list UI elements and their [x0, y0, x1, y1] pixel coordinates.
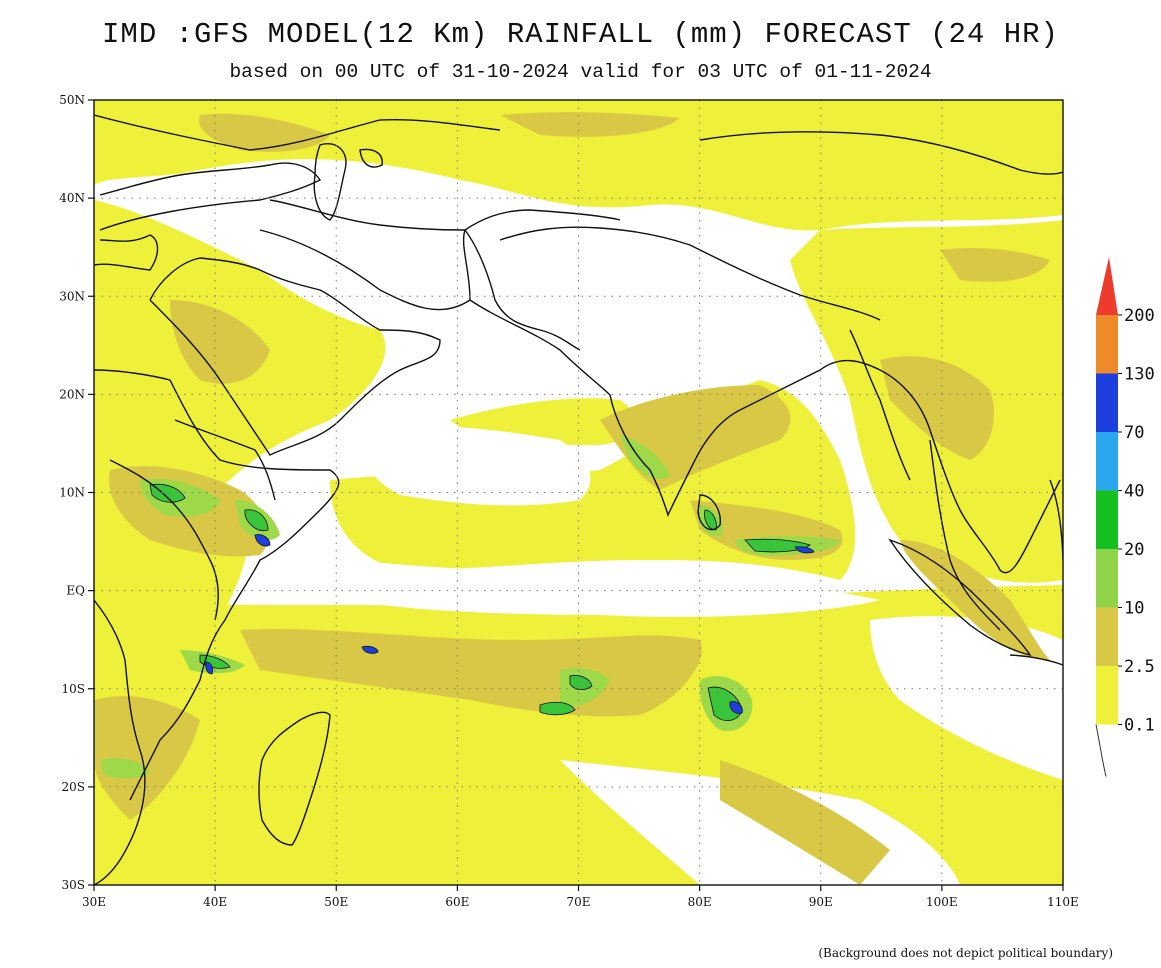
legend-swatch: [1096, 607, 1118, 666]
rain-area-ocean-band-20b: [539, 701, 576, 716]
rain-area-africa-coast-70: [205, 661, 214, 675]
lon-tick-label: 90E: [809, 895, 833, 909]
lon-tick-label: 30E: [82, 895, 106, 909]
lon-tick-label: 50E: [324, 895, 348, 909]
rain-area-southeast-band-2-5: [720, 760, 890, 885]
rain-area-bay-70: [794, 546, 815, 554]
rain-area-east-2-5: [880, 356, 994, 460]
legend-swatch: [1096, 432, 1118, 491]
map-subtitle: based on 00 UTC of 31-10-2024 valid for …: [229, 61, 932, 83]
legend-label: 2.5: [1124, 657, 1155, 677]
longitude-axis: 30E 40E 50E 60E 70E 80E 90E 100E 110E: [82, 885, 1079, 909]
boundary-afghanistan: [464, 229, 581, 351]
coastline-red-sea: [94, 369, 171, 381]
dry-area-southeast: [870, 616, 1063, 780]
lon-tick-label: 80E: [688, 895, 712, 909]
rainfall-legend: 200 130 70 40 20 10 2.5 0.1: [1095, 257, 1155, 777]
lon-tick-label: 40E: [203, 895, 227, 909]
rain-area-ethiopia-20: [149, 483, 186, 503]
legend-label: 0.1: [1124, 716, 1155, 736]
legend-label: 130: [1124, 365, 1155, 385]
legend-swatch: [1096, 666, 1118, 725]
legend-tail: [1095, 724, 1107, 777]
rain-area-indochina-2-5: [900, 540, 1050, 660]
boundary-myanmar: [849, 329, 911, 481]
map-title: IMD :GFS MODEL(12 Km) RAINFALL (mm) FORE…: [102, 18, 1059, 51]
lat-tick-label: EQ: [66, 584, 85, 598]
legend-swatch: [1096, 373, 1118, 432]
coastline-sumatra: [888, 538, 1032, 657]
coastline-india: [469, 299, 881, 517]
lon-tick-label: 110E: [1047, 895, 1079, 909]
rain-area-bay-20: [744, 538, 811, 553]
coastlines: [94, 114, 1063, 885]
rain-area-ne-2-5: [940, 248, 1050, 282]
lon-tick-label: 100E: [926, 895, 958, 909]
coastline-malay: [929, 439, 1001, 631]
coastline-madagascar: [258, 711, 331, 846]
legend-label: 20: [1124, 540, 1144, 560]
rain-area-southwest-2-5: [94, 696, 200, 820]
coastline-java: [1009, 654, 1063, 666]
rain-area-sri-lanka-20: [704, 509, 717, 531]
boundary-himalaya: [499, 226, 881, 321]
lon-tick-label: 60E: [445, 895, 469, 909]
legend-swatch: [1096, 549, 1118, 608]
rain-area-south-ocean-70: [729, 701, 743, 714]
lat-tick-label: 10N: [59, 486, 85, 500]
rain-area-ocean-band-20: [569, 675, 593, 690]
legend-swatch: [1096, 490, 1118, 549]
boundary-mongolia: [699, 131, 1063, 175]
latitude-axis: 50N 40N 30N 20N 10N EQ 10S 20S 30S: [59, 93, 94, 892]
coastline-arabia: [149, 257, 441, 456]
legend-arrow-top: [1096, 257, 1118, 315]
coastline-africa-south: [94, 599, 146, 885]
boundary-ethiopia: [174, 419, 276, 501]
legend-swatch: [1096, 315, 1118, 374]
lat-tick-label: 50N: [59, 93, 85, 107]
legend-label: 200: [1124, 306, 1155, 326]
rain-area-arabian-sea-70: [361, 645, 379, 654]
dry-area-arabian-sea: [359, 425, 591, 506]
rain-area-ethiopia-70: [254, 534, 271, 547]
coastline-caspian: [313, 143, 347, 221]
lat-tick-label: 30S: [62, 878, 86, 892]
coastline-iran: [259, 229, 471, 311]
rain-area-ethiopia-east-20: [244, 509, 269, 532]
coastline-horn-africa: [129, 379, 340, 801]
legend-label: 40: [1124, 482, 1144, 502]
coastline-mediterranean: [94, 234, 159, 271]
lat-tick-label: 30N: [59, 289, 85, 303]
footnote: (Background does not depict political bo…: [818, 946, 1113, 960]
rain-area-india-10: [620, 435, 670, 480]
lat-tick-label: 10S: [62, 682, 86, 696]
lat-tick-label: 20N: [59, 387, 85, 401]
legend-label: 10: [1124, 599, 1144, 619]
lat-tick-label: 20S: [62, 780, 86, 794]
rain-area-north-2-5: [500, 112, 680, 137]
boundary-east-africa: [109, 459, 219, 621]
boundary-north-asia: [94, 114, 501, 151]
rain-area-arabia-2-5: [170, 300, 270, 384]
coastline-aral: [359, 148, 383, 168]
legend-label: 70: [1124, 423, 1144, 443]
coastline-black-sea: [99, 162, 322, 231]
coastline-indochina: [879, 369, 1061, 574]
coastline-sri-lanka: [697, 494, 721, 531]
dry-area-indian-ocean: [350, 560, 880, 617]
lat-tick-label: 40N: [59, 191, 85, 205]
boundary-central-asia: [269, 199, 621, 231]
rain-area-south-africa-10: [100, 758, 150, 779]
lon-tick-label: 70E: [566, 895, 590, 909]
